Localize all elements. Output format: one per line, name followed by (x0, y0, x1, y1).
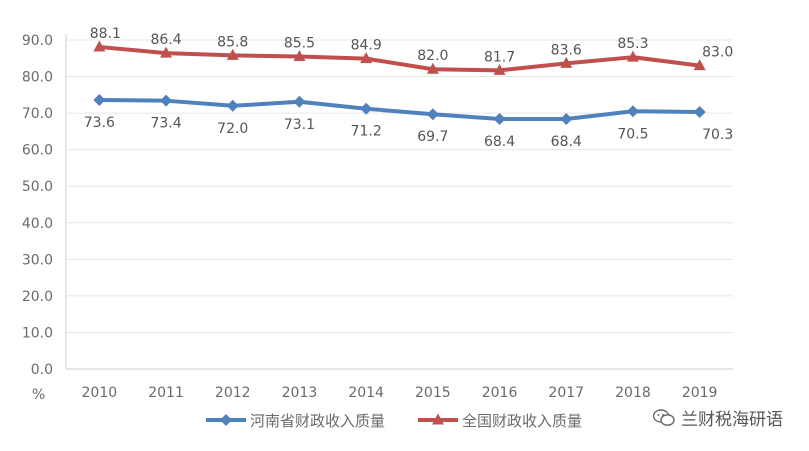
x-tick-label: 2018 (615, 385, 651, 401)
y-tick-label: 80.0 (22, 70, 53, 86)
series-1-point (93, 40, 106, 52)
data-label: 82.0 (417, 48, 448, 64)
data-label: 83.0 (702, 45, 733, 61)
series-0-point (426, 108, 439, 121)
data-label: 73.1 (284, 117, 315, 133)
series-1-point (560, 56, 573, 68)
series-0-point (626, 105, 639, 118)
series-0-point (160, 94, 173, 107)
series-0-point (293, 95, 306, 108)
data-label: 70.5 (617, 126, 648, 142)
y-tick-label: 10.0 (22, 325, 53, 341)
x-tick-label: 2015 (415, 385, 451, 401)
y-axis: 0.0 10.0 20.0 30.0 40.0 50.0 60.0 70.0 80.0 90.0% (22, 33, 67, 403)
wechat-icon (652, 408, 675, 427)
legend-label-1: 全国财政收入质量 (462, 412, 582, 430)
data-label: 71.2 (351, 124, 382, 140)
x-tick-label: 2010 (82, 385, 118, 401)
x-tick-label: 2019 (682, 385, 718, 401)
y-tick-label: 70.0 (22, 106, 53, 122)
data-label: 84.9 (351, 38, 382, 54)
data-label: 72.0 (217, 121, 248, 137)
data-label: 86.4 (150, 32, 181, 48)
series-line-1 (99, 44, 700, 73)
legend-marker-0 (220, 414, 232, 426)
legend-label-0: 河南省财政收入质量 (250, 412, 385, 430)
data-label: 68.4 (484, 134, 515, 150)
data-labels-layer: 73.6 73.4 72.0 73.1 71.2 69.7 68.4 68.4 70.5 70.3… (84, 26, 733, 150)
data-label: 70.3 (702, 127, 733, 143)
series-0-point (360, 102, 373, 115)
series-0-point (493, 112, 506, 125)
data-label: 85.3 (617, 36, 648, 52)
series-0-point (226, 99, 239, 112)
watermark-text: 兰财税海研语 (681, 410, 783, 430)
y-tick-label: 60.0 (22, 143, 53, 159)
legend: 河南省财政收入质量 全国财政收入质量 (206, 412, 582, 430)
legend-marker-1 (432, 413, 444, 425)
data-label: 73.4 (150, 116, 181, 132)
x-axis: 2010 2011 2012 2013 2014 2015 2016 2017 2018 2019 (66, 368, 733, 401)
series-1-point (360, 52, 373, 64)
x-tick-label: 2013 (282, 385, 318, 401)
series-1-point (493, 63, 506, 75)
x-tick-label: 2016 (482, 385, 518, 401)
gridlines (66, 39, 733, 333)
y-axis-unit: % (32, 387, 45, 403)
watermark: 兰财税海研语 (652, 405, 783, 430)
series-1-point (160, 46, 173, 58)
y-tick-label: 50.0 (22, 179, 53, 195)
series-0-point (560, 112, 573, 125)
x-tick-label: 2011 (148, 385, 184, 401)
data-label: 85.5 (284, 35, 315, 51)
series-0-point (693, 106, 706, 119)
data-label: 83.6 (551, 42, 582, 58)
series-line-0 (99, 97, 700, 121)
data-label: 69.7 (417, 129, 448, 145)
data-label: 73.6 (84, 115, 115, 131)
data-label: 85.8 (217, 34, 248, 50)
x-tick-label: 2017 (548, 385, 584, 401)
y-tick-label: 20.0 (22, 289, 53, 305)
series-1-point (293, 49, 306, 61)
y-tick-label: 90.0 (22, 33, 53, 49)
series-1-point (693, 59, 706, 71)
series-1-point (626, 50, 639, 62)
y-tick-label: 40.0 (22, 216, 53, 232)
series-layer (93, 40, 706, 125)
x-tick-label: 2012 (215, 385, 251, 401)
y-tick-label: 0.0 (31, 362, 53, 378)
data-label: 68.4 (551, 134, 582, 150)
series-1-point (226, 48, 239, 60)
x-tick-label: 2014 (348, 385, 384, 401)
data-label: 88.1 (90, 26, 121, 42)
series-0-point (93, 93, 106, 106)
data-label: 81.7 (484, 49, 515, 65)
series-1-point (426, 62, 439, 74)
y-tick-label: 30.0 (22, 252, 53, 268)
